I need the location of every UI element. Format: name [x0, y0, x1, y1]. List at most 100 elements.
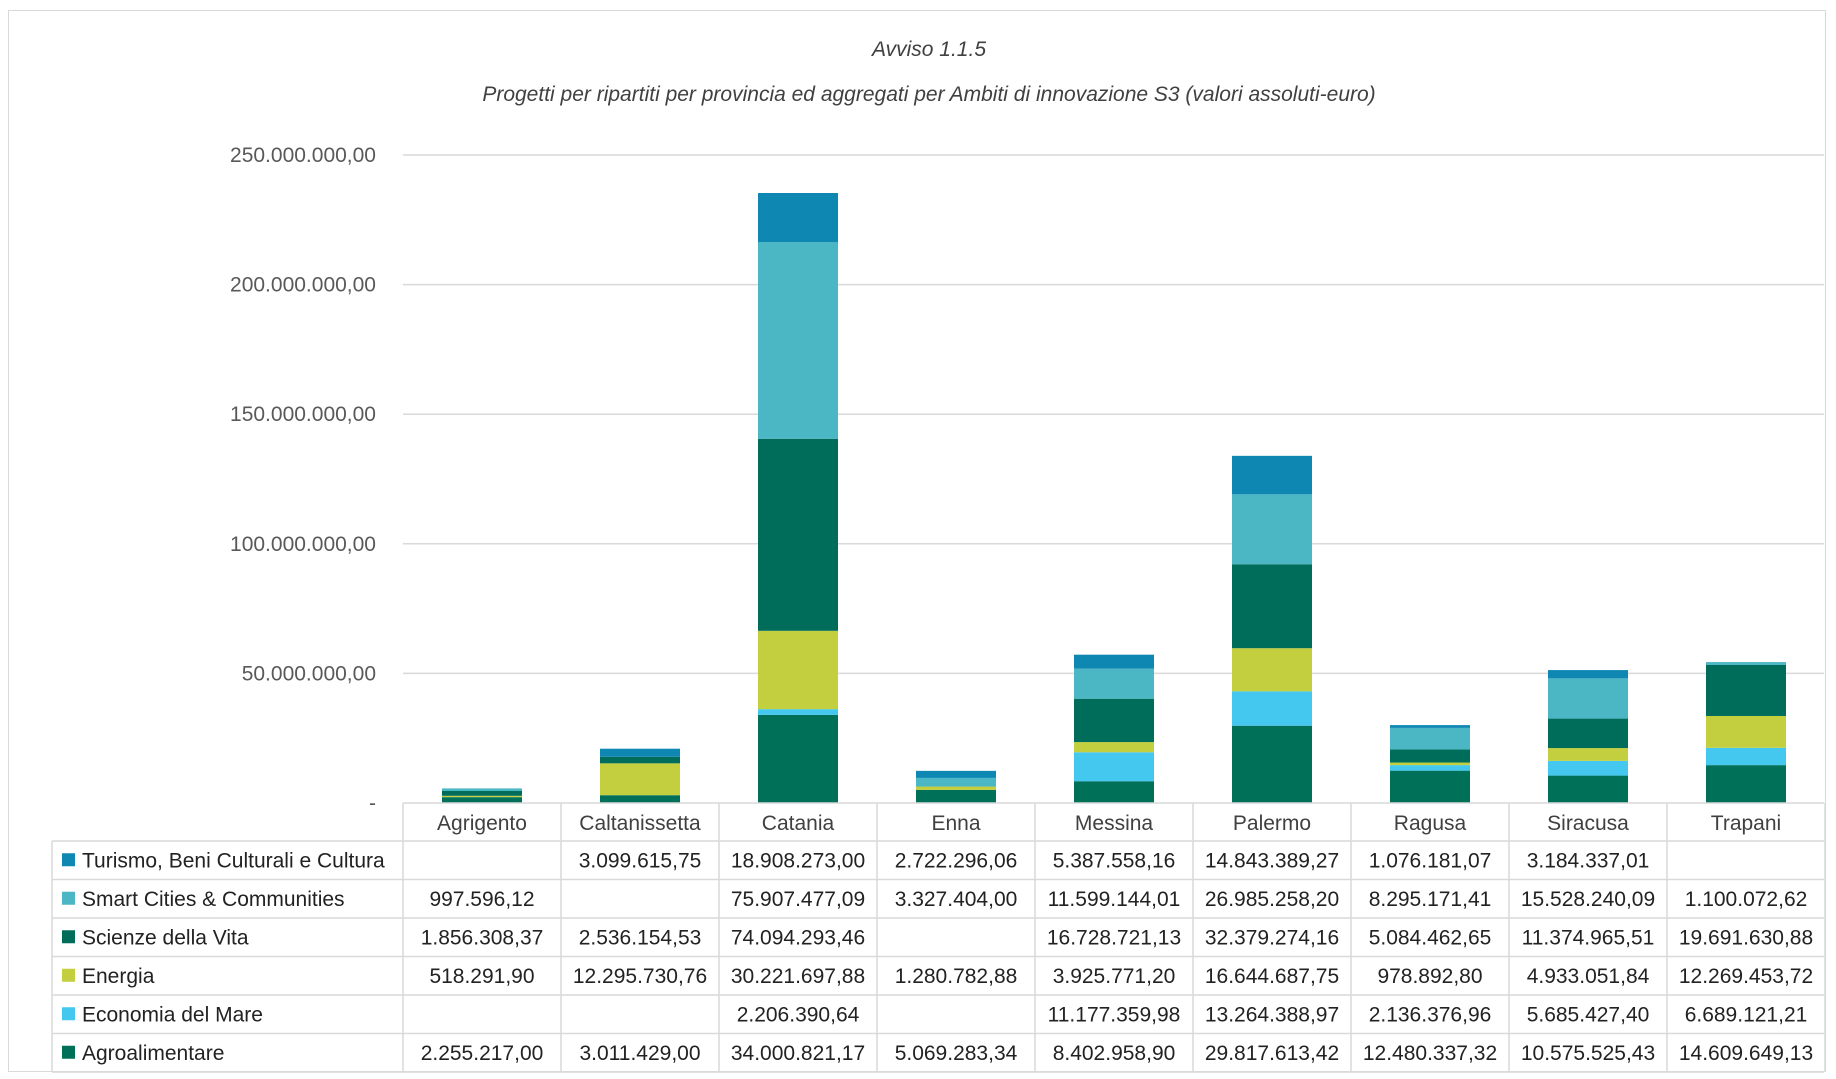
legend-entry: Agroalimentare — [82, 1042, 224, 1065]
data-table: Agrigento Caltanissetta Catania Enna Messina… — [51, 802, 1826, 1073]
data-label: 2.206.390,64 — [737, 1003, 860, 1026]
data-label: 3.925.771,20 — [1053, 965, 1176, 988]
bar-segment — [1706, 747, 1786, 766]
data-label: 5.387.558,16 — [1053, 849, 1176, 872]
chart-title: Avviso 1.1.5 — [870, 38, 986, 61]
bar-segment — [1706, 662, 1786, 665]
bar-segment — [1548, 670, 1628, 679]
bar-segment — [1232, 564, 1312, 649]
x-tick-label: Messina — [1075, 812, 1154, 835]
bar-segment — [442, 795, 522, 798]
bar-segment — [1390, 727, 1470, 750]
data-label: 4.933.051,84 — [1527, 965, 1650, 988]
bar-segment — [1390, 765, 1470, 771]
data-label: 12.295.730,76 — [573, 965, 707, 988]
y-tick-label: 150.000.000,00 — [230, 403, 376, 426]
data-label: 8.402.958,90 — [1053, 1042, 1176, 1065]
data-label: 15.528.240,09 — [1521, 888, 1655, 911]
bar-segment — [442, 797, 522, 803]
bar-segment — [1232, 691, 1312, 726]
y-tick-label: - — [369, 792, 376, 815]
data-label: 3.011.429,00 — [579, 1042, 700, 1065]
data-label: 75.907.477,09 — [731, 888, 865, 911]
legend-entry: Economia del Mare — [82, 1003, 263, 1026]
legend-swatch — [62, 891, 75, 905]
bar-segment — [1390, 770, 1470, 803]
data-label: 1.856.308,37 — [421, 926, 544, 949]
data-label: 12.269.453,72 — [1679, 965, 1813, 988]
bar-segment — [916, 786, 996, 790]
x-tick-label: Caltanissetta — [579, 812, 701, 835]
bar-segment — [1548, 748, 1628, 761]
bar-segment — [1074, 668, 1154, 699]
data-label: 6.689.121,21 — [1685, 1003, 1808, 1026]
bar-segment — [1232, 725, 1312, 803]
bar-segment — [916, 777, 996, 787]
bar-segment — [1548, 678, 1628, 719]
bar-segment — [442, 790, 522, 796]
bar-segment — [1390, 762, 1470, 766]
data-label: 32.379.274,16 — [1205, 926, 1339, 949]
bar-segment — [600, 795, 680, 803]
bars — [442, 193, 1786, 803]
bar-segment — [758, 193, 838, 243]
bar-segment — [1548, 775, 1628, 803]
data-label: 14.609.649,13 — [1679, 1042, 1813, 1065]
legend-entry: Turismo, Beni Culturali e Cultura — [82, 849, 385, 872]
bar-segment — [758, 630, 838, 710]
data-label: 2.255.217,00 — [421, 1042, 544, 1065]
bar-segment — [600, 756, 680, 764]
data-label: 1.100.072,62 — [1685, 888, 1808, 911]
bar-segment — [442, 788, 522, 791]
legend-entry: Scienze della Vita — [82, 926, 249, 949]
data-label: 10.575.525,43 — [1521, 1042, 1655, 1065]
data-label: 14.843.389,27 — [1205, 849, 1339, 872]
bar-segment — [916, 789, 996, 803]
data-label: 1.280.782,88 — [895, 965, 1018, 988]
data-label: 5.084.462,65 — [1369, 926, 1492, 949]
data-label: 1.076.181,07 — [1369, 849, 1492, 872]
data-label: 11.374.965,51 — [1522, 926, 1655, 949]
data-label: 2.136.376,96 — [1369, 1003, 1492, 1026]
gridlines: - 50.000.000,00 100.000.000,00 150.000.000,… — [230, 144, 1824, 815]
bar-segment — [1706, 664, 1786, 716]
data-label: 5.069.283,34 — [895, 1042, 1018, 1065]
data-label: 12.480.337,32 — [1363, 1042, 1497, 1065]
data-label: 16.728.721,13 — [1047, 926, 1181, 949]
bar-segment — [1074, 742, 1154, 753]
data-label: 11.599.144,01 — [1048, 888, 1181, 911]
data-label: 518.291,90 — [429, 965, 534, 988]
bar-segment — [1232, 455, 1312, 495]
x-tick-label: Trapani — [1711, 812, 1781, 835]
bar-segment — [1074, 781, 1154, 803]
data-label: 18.908.273,00 — [731, 849, 865, 872]
data-label: 978.892,80 — [1377, 965, 1482, 988]
data-label: 19.691.630,88 — [1679, 926, 1813, 949]
x-tick-label: Agrigento — [437, 812, 527, 835]
bar-segment — [1706, 765, 1786, 803]
bar-segment — [1390, 725, 1470, 728]
data-label: 26.985.258,20 — [1205, 888, 1339, 911]
data-label: 3.184.337,01 — [1527, 849, 1650, 872]
x-tick-label: Ragusa — [1394, 812, 1467, 835]
y-tick-label: 50.000.000,00 — [242, 662, 376, 685]
bar-segment — [758, 714, 838, 803]
bar-segment — [1390, 749, 1470, 763]
bar-segment — [600, 763, 680, 796]
legend-swatch — [62, 968, 75, 982]
legend-swatch — [62, 1007, 75, 1021]
data-label: 34.000.821,17 — [731, 1042, 865, 1065]
x-tick-label: Palermo — [1233, 812, 1311, 835]
legend-entry: Smart Cities & Communities — [82, 888, 345, 911]
data-label: 2.722.296,06 — [895, 849, 1018, 872]
bar-segment — [1232, 494, 1312, 565]
bar-segment — [600, 748, 680, 757]
x-tick-label: Enna — [931, 812, 980, 835]
bar-segment — [758, 242, 838, 439]
data-label: 30.221.697,88 — [731, 965, 865, 988]
data-label: 16.644.687,75 — [1205, 965, 1339, 988]
y-tick-label: 200.000.000,00 — [230, 274, 376, 297]
x-tick-label: Catania — [762, 812, 835, 835]
bar-segment — [758, 438, 838, 631]
